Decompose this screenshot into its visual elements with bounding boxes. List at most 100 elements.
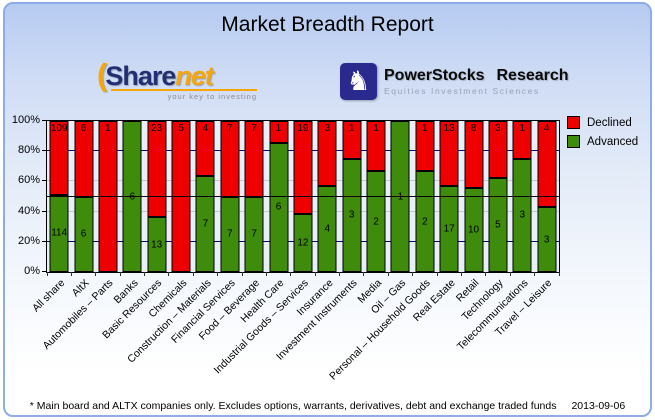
powerstocks-name-right: Research: [496, 67, 569, 84]
y-tick-mark: [42, 210, 46, 212]
declined-count-label: 1: [275, 123, 282, 134]
advanced-segment: [415, 171, 435, 272]
x-tick-mark: [436, 272, 438, 276]
market-breadth-chart: 109 114 6 6 1 6 23 13 5 4 7 7 7 7 7 1 6 19 12 3 4 1 3 1 2 1 1 2 13 17…: [5, 109, 655, 409]
y-tick-mark: [42, 180, 46, 182]
fifty-percent-line: [47, 195, 559, 197]
x-tick-mark: [339, 272, 341, 276]
x-tick-mark: [509, 272, 511, 276]
sharenet-word-net: net: [175, 61, 213, 91]
legend: Declined Advanced: [567, 116, 638, 148]
advanced-count-label: 13: [151, 239, 163, 251]
advanced-segment: [439, 186, 459, 272]
x-tick-mark: [144, 272, 146, 276]
sharenet-tagline: your key to investing: [167, 92, 257, 101]
declined-count-label: 6: [80, 123, 87, 134]
advanced-count-label: 1: [397, 191, 404, 202]
y-tick-label: 80%: [17, 144, 40, 157]
declined-segment: [317, 121, 337, 186]
powerstocks-text: PowerStocks Research Equities Investment…: [384, 67, 569, 96]
legend-swatch-advanced: [567, 135, 580, 148]
advanced-count-label: 3: [543, 234, 550, 246]
y-tick-mark: [42, 120, 46, 121]
declined-count-label: 3: [495, 123, 501, 134]
declined-segment: [439, 121, 459, 187]
x-category-label-text: All share: [29, 277, 68, 315]
advanced-segment: [317, 185, 337, 272]
bars: 109 114 6 6 1 6 23 13 5 4 7 7 7 7 7 1 6 19 12 3 4 1 3 1 2 1 1 2 13 17…: [47, 121, 559, 272]
bar-10: 19 12: [291, 121, 315, 272]
advanced-count-label: 114: [51, 227, 68, 239]
sharenet-wordmark: ( Share net: [97, 59, 257, 92]
declined-segment: [147, 121, 167, 218]
declined-segment: [342, 121, 362, 159]
advanced-count-label: 7: [202, 218, 209, 230]
advanced-segment: [195, 175, 215, 272]
advanced-count-label: 5: [495, 219, 501, 231]
advanced-segment: [147, 217, 167, 272]
legend-label: Declined: [587, 116, 632, 129]
x-tick-mark: [168, 272, 170, 276]
advanced-segment: [220, 196, 240, 272]
x-tick-mark: [412, 272, 414, 276]
legend-item-advanced: Advanced: [567, 135, 638, 148]
x-tick-mark: [241, 272, 243, 276]
advanced-count-label: 2: [373, 216, 379, 228]
y-tick-label: 20%: [17, 234, 40, 247]
y-tick-label: 0%: [24, 265, 40, 277]
report-panel: Market Breadth Report ( Share net your k…: [3, 2, 652, 417]
advanced-segment: [390, 121, 410, 272]
advanced-count-label: 3: [348, 209, 355, 221]
x-tick-mark: [387, 272, 389, 276]
y-tick-mark: [42, 240, 46, 242]
declined-segment: [366, 121, 386, 172]
powerstocks-name-left: PowerStocks: [384, 67, 485, 84]
declined-segment: [98, 121, 118, 272]
x-tick-mark: [290, 272, 292, 276]
declined-count-label: 1: [422, 123, 428, 134]
x-tick-mark: [485, 272, 487, 276]
x-tick-mark: [460, 272, 462, 276]
legend-item-declined: Declined: [567, 116, 638, 129]
declined-segment: [488, 121, 508, 178]
declined-count-label: 1: [105, 123, 111, 134]
x-tick-mark: [534, 272, 536, 276]
advanced-count-label: 6: [275, 201, 282, 213]
declined-count-label: 3: [324, 123, 331, 134]
bar-16: 13 17: [437, 121, 461, 272]
declined-segment: [49, 121, 69, 195]
advanced-segment: [74, 196, 94, 272]
advanced-segment: [342, 158, 362, 272]
advanced-count-label: 2: [422, 216, 428, 228]
advanced-count-label: 6: [129, 191, 136, 202]
advanced-segment: [366, 171, 386, 272]
declined-segment: [415, 121, 435, 172]
x-tick-mark: [119, 272, 121, 276]
y-tick-mark: [42, 271, 46, 272]
advanced-segment: [244, 196, 264, 272]
bar-2: 1: [96, 121, 120, 272]
plot-area: 109 114 6 6 1 6 23 13 5 4 7 7 7 7 7 1 6 19 12 3 4 1 3 1 2 1 1 2 13 17…: [46, 120, 560, 273]
sharenet-underline: [111, 89, 257, 91]
declined-count-label: 23: [151, 123, 163, 134]
advanced-segment: [49, 194, 69, 272]
advanced-count-label: 17: [443, 223, 455, 235]
advanced-segment: [269, 142, 289, 272]
advanced-segment: [122, 121, 142, 272]
knight-icon: ♞: [340, 63, 377, 100]
declined-segment: [195, 121, 215, 176]
x-tick-mark: [192, 272, 194, 276]
bar-4: 23 13: [145, 121, 169, 272]
advanced-count-label: 7: [227, 228, 233, 240]
bar-3: 6: [120, 121, 144, 272]
advanced-segment: [537, 207, 557, 272]
